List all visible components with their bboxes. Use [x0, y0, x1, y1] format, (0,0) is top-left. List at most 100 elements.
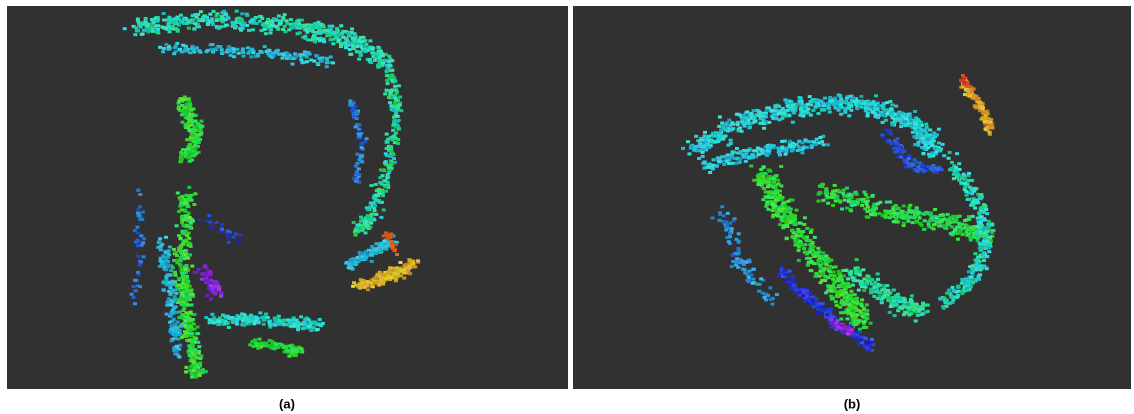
voxel: [165, 313, 169, 316]
voxel: [829, 326, 833, 329]
voxel: [864, 286, 868, 289]
voxel: [764, 120, 768, 123]
voxel: [859, 338, 863, 341]
voxel: [276, 28, 280, 31]
voxel: [285, 19, 289, 22]
voxel: [780, 205, 784, 208]
voxel: [190, 146, 194, 149]
voxel: [170, 299, 174, 302]
voxel: [948, 151, 952, 154]
voxel: [840, 293, 844, 296]
voxel: [722, 135, 726, 138]
voxel: [942, 218, 946, 221]
voxel: [185, 103, 189, 106]
voxel: [321, 322, 325, 325]
voxel: [711, 164, 715, 167]
voxel: [798, 222, 802, 225]
voxel: [904, 166, 908, 169]
voxel: [862, 320, 866, 323]
voxel: [293, 52, 297, 55]
voxel: [765, 106, 769, 109]
voxel: [256, 347, 260, 350]
voxel: [811, 109, 815, 112]
voxel: [973, 252, 977, 255]
voxel: [255, 22, 259, 25]
voxel: [852, 309, 856, 312]
voxel: [783, 98, 787, 101]
voxel: [214, 291, 218, 294]
voxel: [184, 230, 188, 233]
voxel: [378, 246, 382, 249]
voxel: [188, 160, 192, 163]
voxel: [916, 135, 920, 138]
voxel: [829, 315, 833, 318]
voxel: [210, 226, 214, 229]
voxel: [141, 211, 145, 214]
voxel: [385, 141, 389, 144]
voxel: [857, 320, 861, 323]
voxel: [701, 145, 705, 148]
voxel: [137, 213, 141, 216]
voxel: [837, 270, 841, 273]
voxel: [138, 264, 142, 267]
voxel: [805, 146, 809, 149]
voxel: [794, 289, 798, 292]
voxel: [370, 184, 374, 187]
voxel: [342, 36, 346, 39]
voxel: [215, 282, 219, 285]
voxel: [283, 350, 287, 353]
voxel: [742, 260, 746, 263]
voxel: [726, 222, 730, 225]
voxel: [355, 162, 359, 165]
voxel: [965, 287, 969, 290]
voxel: [866, 216, 870, 219]
voxel: [933, 208, 937, 211]
voxel: [833, 97, 837, 100]
voxel: [892, 299, 896, 302]
voxel: [245, 24, 249, 27]
voxel: [801, 230, 805, 233]
voxel: [757, 180, 761, 183]
voxel: [981, 234, 985, 237]
voxel: [192, 19, 196, 22]
voxel: [188, 319, 192, 322]
voxel: [245, 14, 249, 17]
voxel: [374, 52, 378, 55]
voxel: [873, 212, 877, 215]
voxel: [227, 233, 231, 236]
voxel: [791, 235, 795, 238]
voxel: [751, 282, 755, 285]
voxel: [179, 265, 183, 268]
voxel: [186, 117, 190, 120]
voxel: [767, 181, 771, 184]
voxel: [930, 144, 934, 147]
voxel: [802, 247, 806, 250]
voxel: [775, 293, 779, 296]
voxel: [696, 139, 700, 142]
voxel: [394, 132, 398, 135]
voxel: [261, 23, 265, 26]
voxel: [974, 268, 978, 271]
voxel: [714, 141, 718, 144]
voxel: [359, 142, 363, 145]
voxel: [860, 106, 864, 109]
voxel: [192, 152, 196, 155]
voxel: [867, 349, 871, 352]
voxel: [757, 114, 761, 117]
voxel: [767, 150, 771, 153]
voxel: [179, 204, 183, 207]
voxel: [813, 105, 817, 108]
voxel: [753, 117, 757, 120]
voxel: [336, 29, 340, 32]
voxel: [761, 292, 765, 295]
voxel: [192, 140, 196, 143]
voxel: [821, 302, 825, 305]
voxel: [268, 54, 272, 57]
voxel: [851, 200, 855, 203]
voxel: [902, 150, 906, 153]
voxel: [295, 323, 299, 326]
voxel: [193, 366, 197, 369]
voxel: [332, 31, 336, 34]
voxel: [970, 179, 974, 182]
voxel: [971, 201, 975, 204]
